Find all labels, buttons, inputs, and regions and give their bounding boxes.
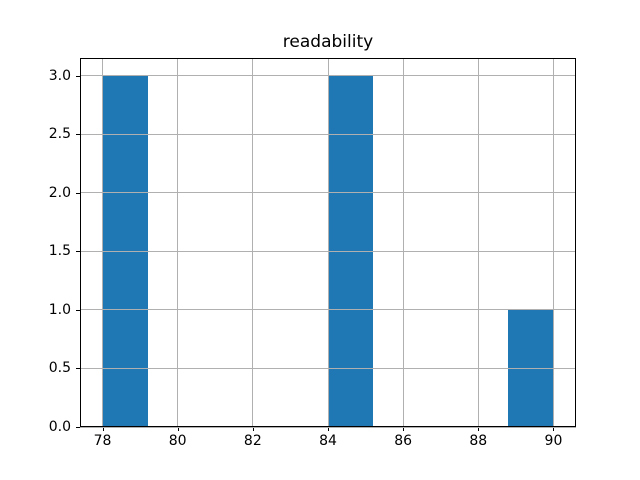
x-tick-label: 84 (319, 433, 337, 449)
y-tick-label: 0.5 (48, 360, 71, 377)
y-tick-mark (76, 309, 80, 311)
x-tick-mark (177, 427, 179, 431)
y-gridline (80, 192, 576, 194)
y-tick-label: 2.5 (48, 126, 71, 143)
x-tick-mark (553, 427, 555, 431)
grid-layer (80, 58, 576, 428)
x-tick-mark (252, 427, 254, 431)
x-tick-mark (478, 427, 480, 431)
x-tick-label: 90 (544, 433, 563, 449)
y-tick-mark (76, 75, 80, 77)
chart-title: readability (282, 32, 374, 52)
y-tick-mark (76, 368, 80, 370)
y-tick-mark (76, 251, 80, 253)
y-tick-label: 1.0 (48, 301, 71, 318)
x-tick-label: 82 (243, 433, 262, 449)
x-tick-label: 80 (168, 433, 187, 449)
x-tick-label: 78 (93, 433, 112, 449)
x-gridline (327, 58, 329, 427)
x-gridline (477, 58, 479, 427)
x-tick-mark (102, 427, 104, 431)
x-gridline (552, 58, 554, 427)
y-gridline (80, 367, 576, 369)
y-tick-mark (76, 134, 80, 136)
x-gridline (252, 58, 254, 427)
y-gridline (80, 309, 576, 311)
y-gridline (80, 133, 576, 135)
x-tick-mark (328, 427, 329, 431)
x-gridline (402, 58, 404, 427)
plot-area (80, 58, 576, 428)
y-tick-mark (76, 427, 80, 428)
y-tick-label: 3.0 (48, 67, 71, 84)
y-tick-label: 0.0 (48, 419, 71, 435)
y-gridline (80, 426, 576, 428)
y-gridline (80, 75, 576, 77)
x-tick-label: 86 (394, 433, 413, 449)
x-tick-label: 88 (469, 433, 488, 449)
y-tick-label: 1.5 (48, 243, 71, 260)
y-gridline (80, 250, 576, 252)
y-tick-mark (76, 192, 80, 194)
x-gridline (177, 58, 179, 427)
x-tick-mark (403, 427, 405, 431)
y-tick-label: 2.0 (48, 184, 71, 201)
x-gridline (102, 58, 104, 427)
